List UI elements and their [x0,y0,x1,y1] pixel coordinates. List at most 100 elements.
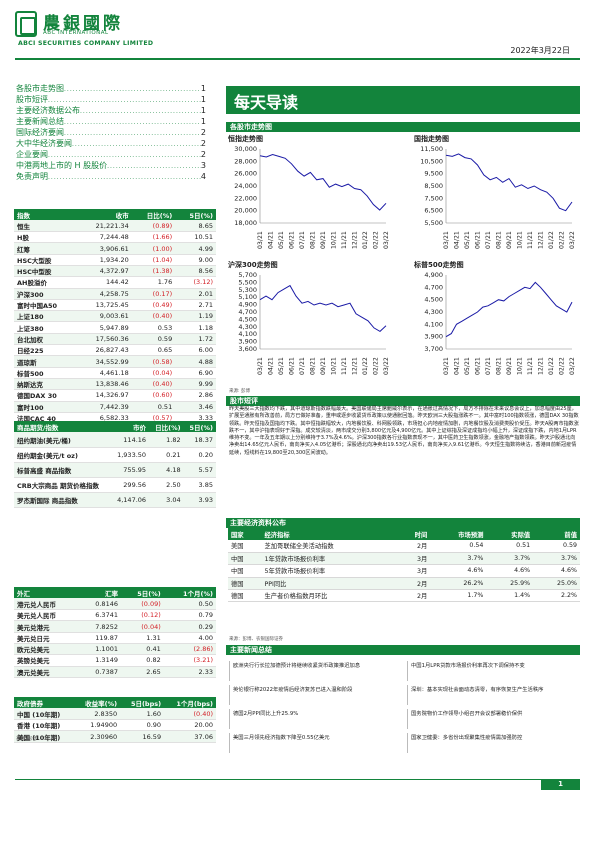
x-tick-label: 02/22 [559,357,566,375]
table-cell: 1.3149 [79,654,121,667]
news-item[interactable]: 德国2月PPI同比上升25.9% [229,709,401,729]
x-tick-label: 03/21 [257,357,264,375]
toc-page: 2 [200,128,206,137]
table-row: 罗杰斯国际 商品指数 4,147.06 3.04 3.93 [14,492,216,508]
report-date: 2022年3月22日 [510,46,570,55]
table-row: 标普500 4,461.18 (0.04) 6.90 [14,367,216,379]
chart-title: 沪深300走势图 [228,261,278,269]
toc-item[interactable]: 主要新闻总结..................................… [16,117,206,128]
toc-item[interactable]: 中港两地上市的 H 股股价...........................… [16,161,206,172]
table-cell: 4,147.06 [110,492,150,508]
section-econ: 主要经济资料公布 [226,518,580,528]
table-row: 富时中国A50 13,725.45 (0.49) 2.71 [14,299,216,312]
abc-logo-icon [15,11,37,37]
table-cell: 澳元兑美元 [14,666,80,678]
table-cell: AH股溢价 [14,276,78,289]
toc-item[interactable]: 免责声明....................................… [16,172,206,183]
news-item[interactable]: 深圳：基本实现社会面动态清零，有序恢复生产生活秩序 [407,685,579,705]
table-cell: 英镑兑美元 [14,654,80,667]
table-cell: 2.30960 [73,730,121,743]
table-cell: 中国 [228,552,262,566]
table-cell: 4.00 [163,632,216,644]
econ-table: 国家 经济指标 时间 市场预测 实际值 前值 美国 芝加哥联储全美活动指数 2月 0.54 0.51… [228,528,580,603]
table-cell: 2.71 [175,299,216,312]
table-cell: 0.65 [131,344,176,357]
toc-item[interactable]: 股市短评....................................… [16,95,206,106]
table-cell: 2.01 [175,288,216,300]
x-tick-label: 08/21 [496,357,503,375]
y-tick-label: 5,700 [238,271,257,279]
toc-item[interactable]: 主要经济数据公布................................… [16,106,206,117]
toc-page: 2 [200,139,206,148]
table-cell: 2.86 [175,389,216,402]
table-row: 德国DAX 30 14,326.97 (0.60) 2.86 [14,389,216,402]
table-cell: 0.79 [163,609,216,622]
table-cell: 沪深300 [14,288,78,300]
column-header: 市价 [110,421,150,433]
table-cell: 2月 [396,589,431,603]
news-item[interactable]: 国家卫健委：多省份出现聚集性疫情需加强防控 [407,733,579,753]
table-cell: 9,003.61 [77,310,132,323]
x-tick-label: 05/21 [464,231,471,249]
toc-leader: ........................................… [48,174,201,181]
commentary-text: 昨天美股三大指数均下跌，其中道琼斯指数跌幅最大。美国联储局主席鲍威尔表示，在通胀… [229,406,579,456]
toc-item[interactable]: 国际经济要闻..................................… [16,128,206,139]
news-item[interactable]: 中国1月LPR贷款市场报价利率再次下调保持不变 [407,661,579,681]
banner-title: 每天导读 [226,86,580,114]
y-tick-label: 6,500 [424,207,443,215]
table-cell: 红筹 [14,242,78,255]
table-cell: 2.2% [533,589,580,603]
table-cell: (0.40) [164,708,216,721]
table-cell: 美元兑日元 [14,632,80,644]
x-tick-label: 12/21 [538,231,545,249]
table-cell: 富时100 [14,401,78,413]
chart-panel: 恒指走势图 30,000 28,000 26,000 24,000 22,000 20,00… [226,134,394,258]
x-tick-label: 03/22 [383,357,390,375]
y-tick-label: 5,500 [238,278,257,286]
table-cell: 德国 [228,577,262,591]
page-number: 1 [541,779,580,790]
toc-leader: ........................................… [72,141,201,148]
table-row: 美元兑日元 119.87 1.31 4.00 [14,632,216,644]
table-row: 纽约期金(美元/t oz) 1,933.50 0.21 0.20 [14,447,216,463]
chart-panel: 沪深300走势图 5,700 5,500 5,300 5,100 4,900 4,700 4,… [226,260,394,384]
x-tick-label: 09/21 [506,231,513,249]
table-cell: 3月 [396,552,431,566]
table-cell: 1,933.50 [110,447,150,463]
table-cell: 144.42 [77,276,132,289]
x-tick-label: 09/21 [320,231,327,249]
table-row: 道琼斯 34,552.99 (0.58) 4.88 [14,355,216,368]
y-tick-label: 10,500 [420,157,443,165]
toc-item[interactable]: 大中华经济要闻.................................… [16,139,206,150]
toc-page: 1 [200,95,206,104]
table-cell: (0.17) [131,288,176,300]
table-cell: 0.20 [183,447,216,463]
table-cell: (1.66) [131,231,176,244]
toc-item[interactable]: 各股市走势图..................................… [16,84,206,95]
x-tick-label: 02/22 [559,231,566,249]
x-tick-label: 11/21 [527,357,534,375]
news-item[interactable]: 英伦银行称2022年疫情后经济复苏已进入温和阶段 [229,685,401,705]
table-cell: 道琼斯 [14,355,78,368]
table-row: 港元兑人民币 0.8146 (0.09) 0.50 [14,598,216,611]
table-cell: 生产者价格指数月环比 [261,589,397,603]
table-cell: 1.31 [120,632,164,644]
toc-title: 国际经济要闻 [16,128,64,137]
table-cell: 0.59 [131,333,176,346]
x-tick-label: 11/21 [341,357,348,375]
table-cell: 7.8252 [79,620,121,633]
x-tick-label: 03/21 [443,231,450,249]
toc-item[interactable]: 企业要闻....................................… [16,150,206,161]
news-item[interactable]: 欧洲央行行长拉加德预计将继续收紧货币政策推迟加息 [229,661,401,681]
table-cell: 1.18 [175,321,216,334]
table-cell: 20.00 [164,719,216,732]
table-cell: 4.99 [175,242,216,255]
table-cell: 1.19 [175,310,216,323]
table-cell: 4,258.75 [77,288,132,300]
column-header: 实际值 [486,528,534,540]
news-item[interactable]: 美国三月领先经济指数下降至0.55亿美元 [229,733,401,753]
news-item[interactable]: 国务院物价工作领导小组召开会议部署稳价保供 [407,709,579,729]
y-tick-label: 3,600 [238,345,257,353]
table-cell: 1.72 [175,333,216,346]
x-tick-label: 11/21 [341,231,348,249]
